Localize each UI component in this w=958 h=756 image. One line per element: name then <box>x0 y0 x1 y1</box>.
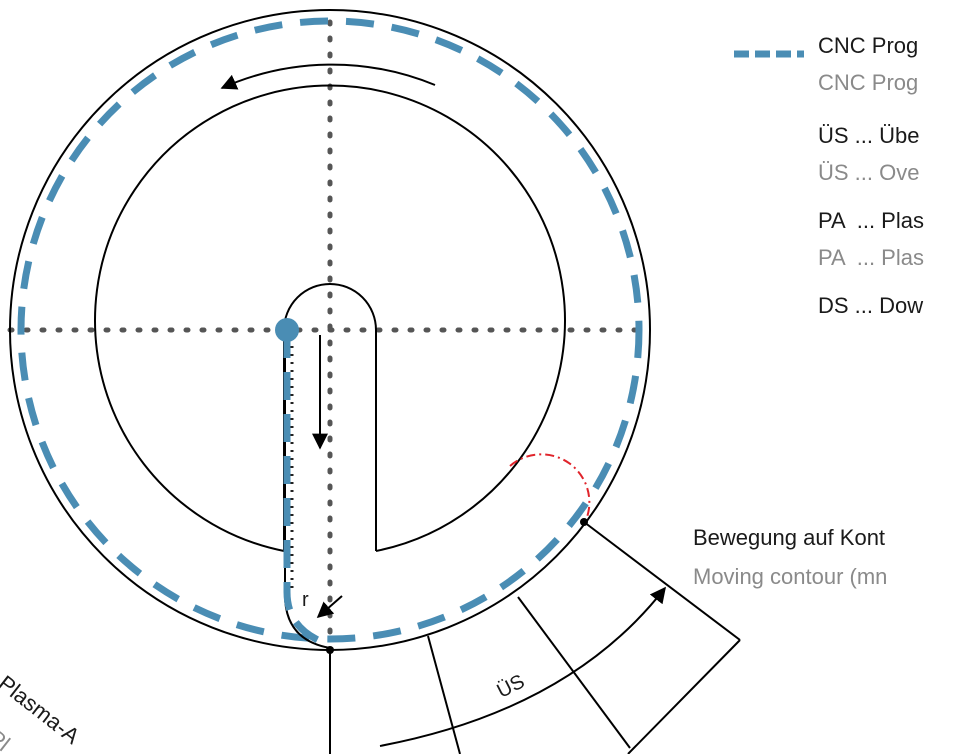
legend-ds-primary: DS ... Dow <box>818 293 924 318</box>
radius-label: r <box>302 589 309 611</box>
legend-cnc-secondary: CNC Prog <box>818 70 919 95</box>
red-arc-detail <box>509 453 591 521</box>
overlap-arrow-arc <box>379 586 666 747</box>
legend-cnc-primary: CNC Prog <box>818 33 919 58</box>
inner-contour <box>94 84 566 553</box>
overlap-line-5 <box>627 639 741 754</box>
overlap-line-2 <box>427 635 461 754</box>
legend-pa-primary: PA ... Plas <box>818 208 924 233</box>
radius-arrow <box>316 595 343 619</box>
legend-us-secondary: ÜS ... Ove <box>818 160 920 185</box>
moving-contour-label-de: Bewegung auf Kont <box>693 525 886 550</box>
legend-pa-secondary: PA ... Plas <box>818 245 924 270</box>
lead-in-program-path <box>283 330 320 644</box>
overlap-line-4 <box>583 521 741 641</box>
moving-contour-label-en: Moving contour (mn <box>693 564 888 589</box>
rotation-arrow <box>220 63 436 90</box>
legend-us-primary: ÜS ... Übe <box>818 123 920 148</box>
pierce-point <box>275 318 299 342</box>
program-path-circle <box>17 17 643 643</box>
